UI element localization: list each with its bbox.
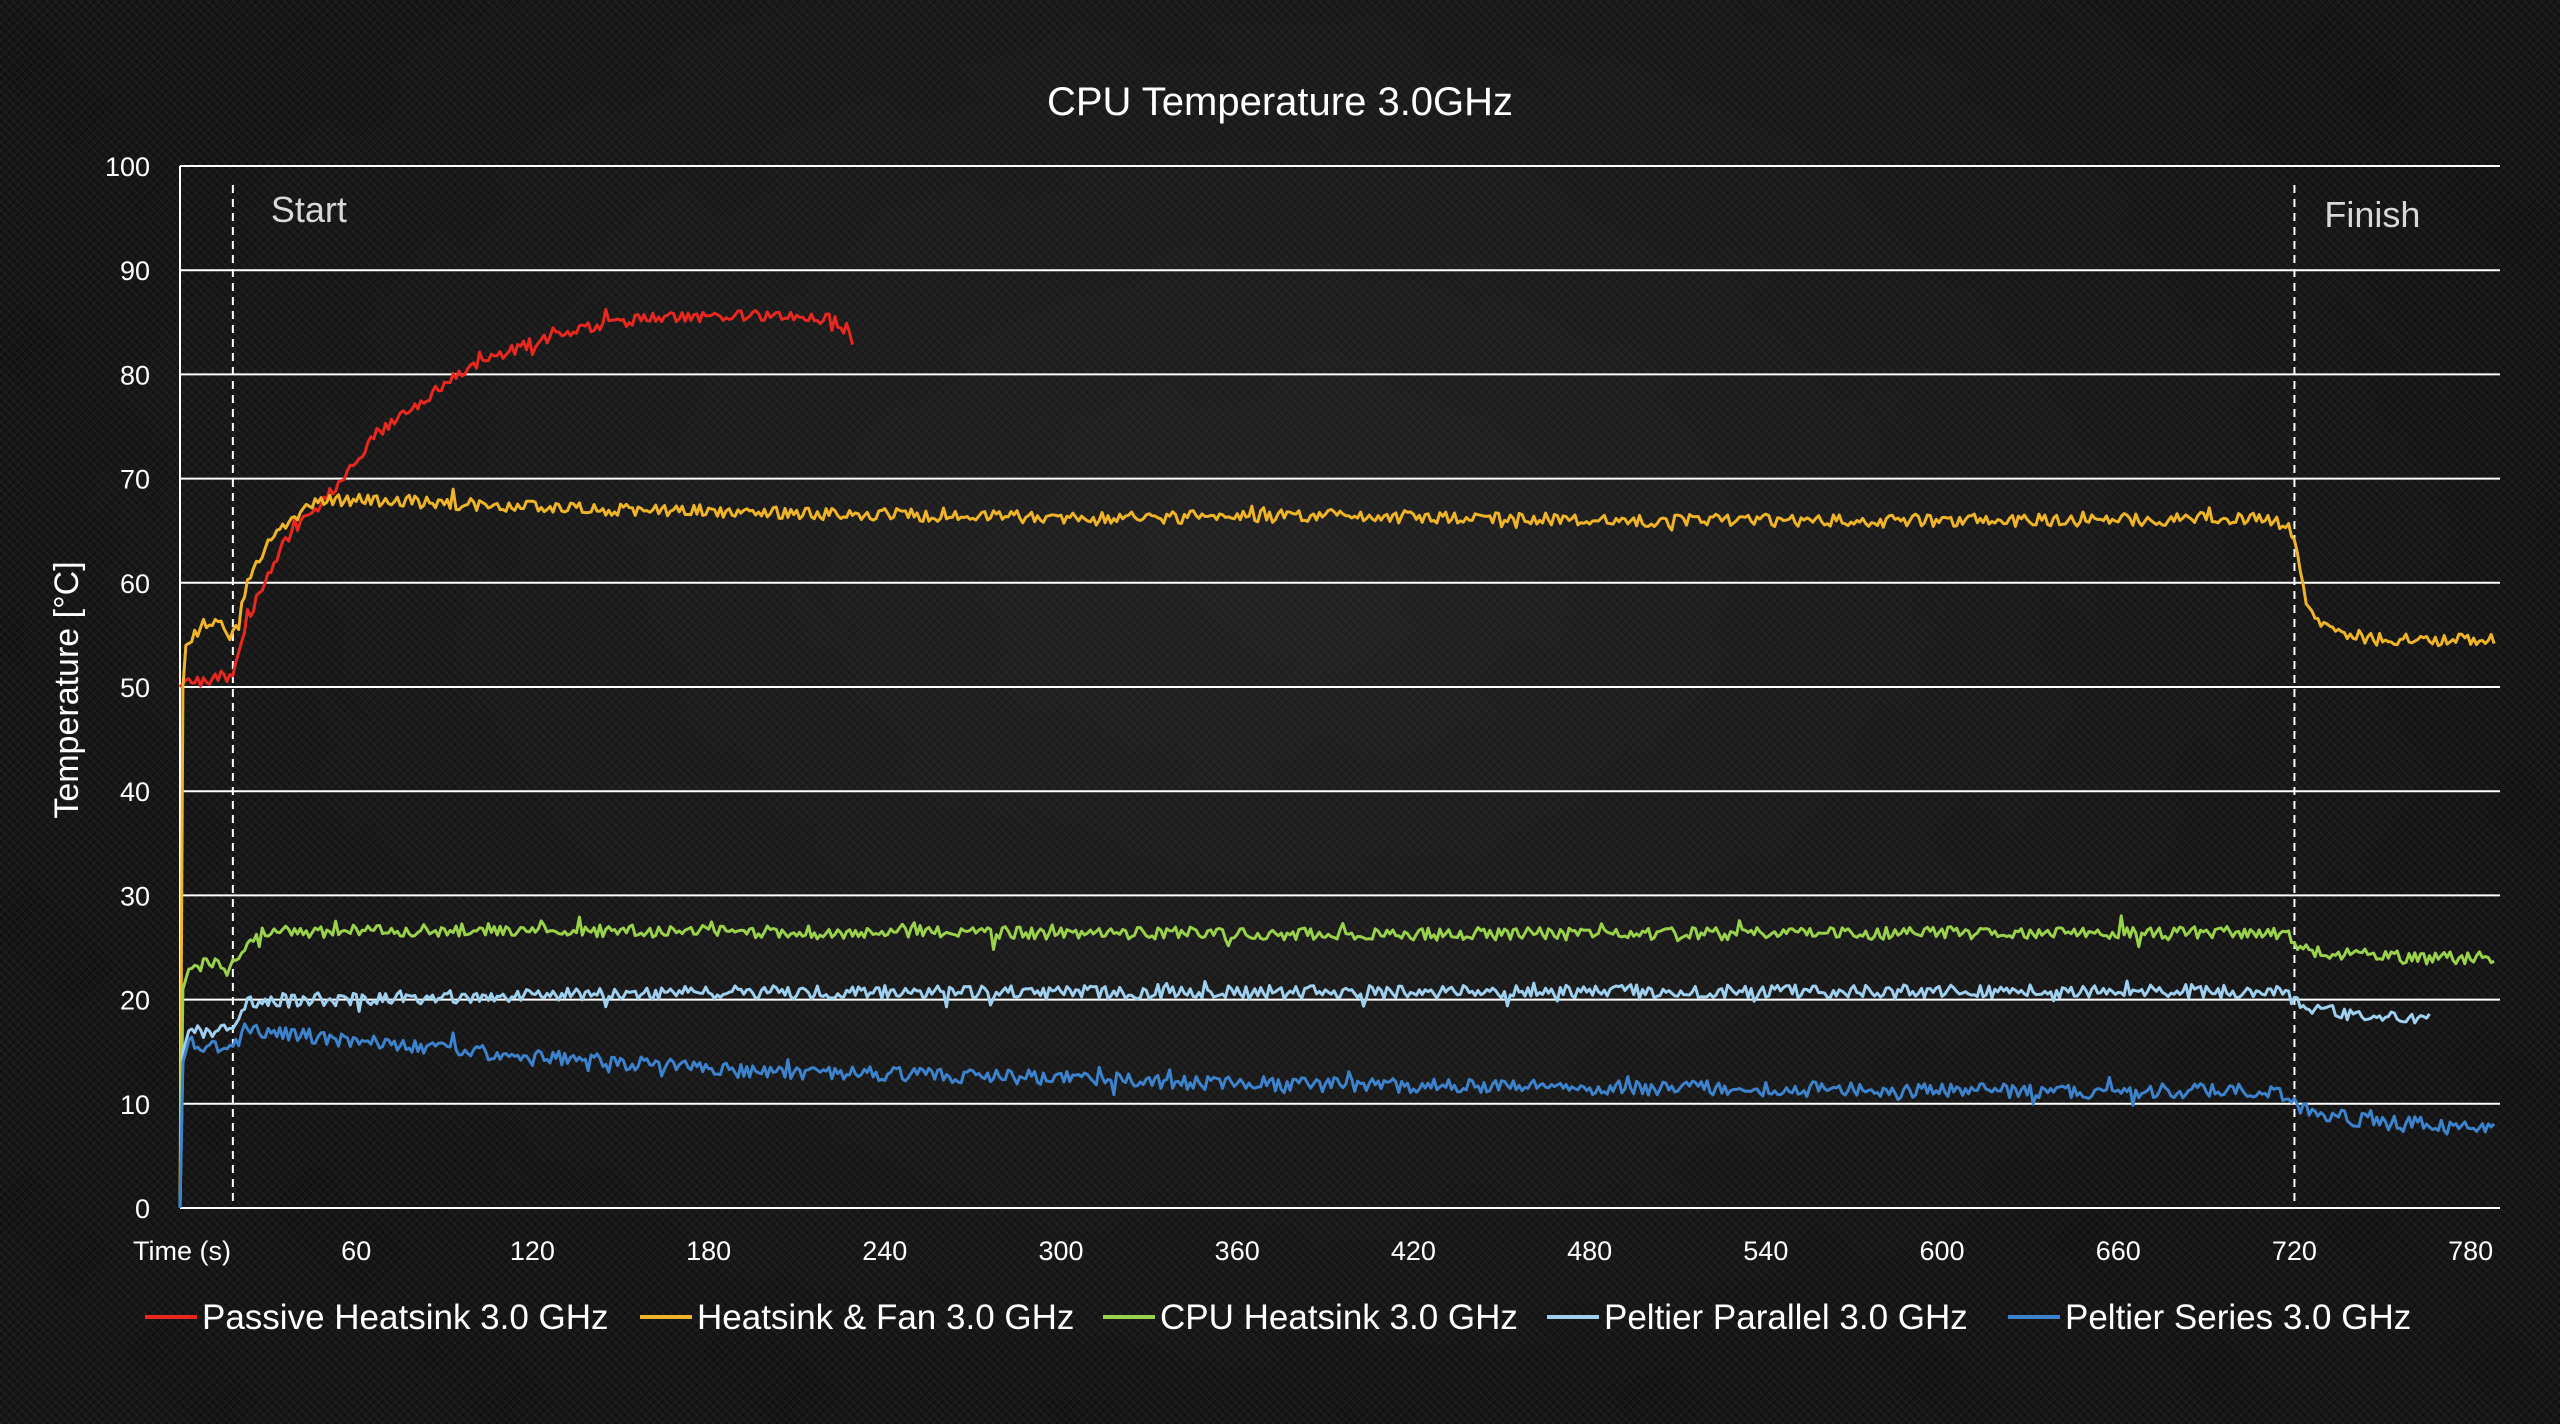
series-line [178, 308, 854, 688]
series-line [178, 487, 2496, 1209]
x-tick-label: 600 [1919, 1236, 1964, 1266]
legend: Passive Heatsink 3.0 GHz Heatsink & Fan 3… [145, 1298, 2411, 1337]
series-line [178, 914, 2495, 1209]
y-tick-label: 20 [120, 986, 150, 1016]
x-tick-label: 780 [2448, 1236, 2493, 1266]
series-line [178, 979, 2431, 1209]
y-tick-label: 70 [120, 465, 150, 495]
x-tick-label: 60 [341, 1236, 371, 1266]
y-tick-label: 0 [135, 1194, 150, 1224]
legend-item-label: Peltier Parallel 3.0 GHz [1604, 1298, 1968, 1337]
series-lines [178, 308, 2496, 1209]
legend-item-label: CPU Heatsink 3.0 GHz [1160, 1298, 1518, 1337]
x-tick-label: 540 [1743, 1236, 1788, 1266]
x-tick-label: 180 [686, 1236, 731, 1266]
x-tick-label: 720 [2272, 1236, 2317, 1266]
y-tick-label: 50 [120, 673, 150, 703]
annotation-label: Finish [2324, 194, 2420, 235]
x-tick-label: 240 [862, 1236, 907, 1266]
y-tick-label: 30 [120, 881, 150, 911]
y-tick-label: 60 [120, 569, 150, 599]
legend-item-label: Heatsink & Fan 3.0 GHz [697, 1298, 1074, 1337]
y-tick-label: 40 [120, 777, 150, 807]
x-tick-label: 660 [2096, 1236, 2141, 1266]
x-tick-labels: 60 120 180 240 300 360 420 480 540 600 660 720 780 [341, 1236, 2493, 1266]
x-tick-label: 420 [1391, 1236, 1436, 1266]
annotation-label: Start [271, 189, 347, 230]
x-axis-label: Time (s) [133, 1236, 231, 1266]
x-tick-label: 300 [1038, 1236, 1083, 1266]
x-tick-label: 480 [1567, 1236, 1612, 1266]
y-tick-label: 100 [105, 152, 150, 182]
y-axis-label: Temperature [°C] [48, 561, 86, 818]
y-tick-label: 90 [120, 256, 150, 286]
y-tick-label: 10 [120, 1090, 150, 1120]
series-line [178, 1022, 2496, 1209]
chart-title: CPU Temperature 3.0GHz [1047, 80, 1513, 124]
x-tick-label: 120 [510, 1236, 555, 1266]
grid [179, 165, 2500, 1209]
x-tick-label: 360 [1215, 1236, 1260, 1266]
legend-item-label: Passive Heatsink 3.0 GHz [202, 1298, 609, 1337]
y-tick-labels: 0 10 20 30 40 50 60 70 80 90 100 [105, 152, 150, 1224]
y-tick-label: 80 [120, 360, 150, 390]
annotations: Start Finish [231, 185, 2420, 1208]
legend-item-label: Peltier Series 3.0 GHz [2065, 1298, 2411, 1337]
